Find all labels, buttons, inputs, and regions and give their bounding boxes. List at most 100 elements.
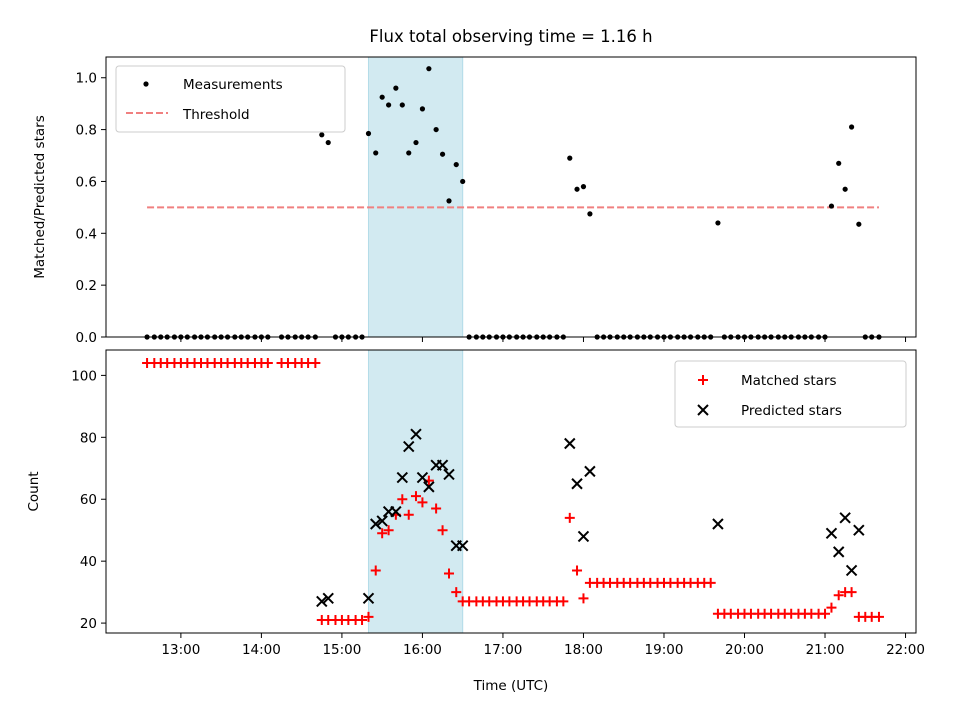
y-tick-label: 40 — [80, 554, 97, 570]
predicted-star-marker — [396, 471, 409, 484]
predicted-star-marker — [370, 518, 382, 530]
x-tick-label: 15:00 — [322, 642, 361, 658]
legend-measurement-marker — [143, 81, 149, 87]
ratio-panel: 0.0 0.2 0.4 0.6 0.8 1.0 Matched/Predicted star… — [32, 56, 917, 346]
x-tick-label: 17:00 — [483, 642, 522, 658]
y-tick-label: 0.2 — [76, 278, 97, 294]
matched-star-marker — [846, 587, 857, 598]
matched-star-marker — [578, 593, 589, 604]
predicted-star-marker — [403, 440, 415, 453]
x-tick-label: 13:00 — [161, 642, 200, 658]
axes-frame — [105, 349, 917, 634]
matched-star-marker — [826, 602, 837, 613]
matched-star-marker — [444, 568, 455, 579]
measurement-point — [828, 203, 835, 209]
y-tick-label: 0.4 — [76, 226, 97, 242]
measurement-point — [373, 150, 379, 156]
matched-star-marker — [417, 497, 428, 508]
x-tick-label: 16:00 — [403, 642, 442, 658]
matched-star-marker — [820, 608, 831, 619]
legend-box — [674, 360, 907, 428]
matched-star-marker — [451, 587, 462, 598]
predicted-star-marker — [571, 478, 583, 490]
measurement-point — [393, 85, 399, 91]
predicted-star-marker — [410, 428, 422, 440]
predicted-star-marker — [712, 518, 724, 530]
chart-title: Flux total observing time = 1.16 h — [369, 27, 652, 46]
legend-label: Predicted stars — [741, 403, 842, 419]
x-tick-label: 14:00 — [242, 642, 281, 658]
legend-label: Measurements — [183, 77, 283, 93]
x-tick-label: 18:00 — [564, 642, 603, 658]
legend: Measurements Threshold — [115, 65, 346, 133]
y-tick-label: 20 — [80, 616, 97, 632]
measurement-point — [842, 186, 848, 192]
axes-frame — [105, 56, 917, 338]
legend-label: Threshold — [182, 107, 250, 123]
predicted-star-marker — [584, 465, 596, 478]
measurement-point — [567, 155, 573, 161]
y-axis-label: Matched/Predicted stars — [32, 115, 48, 278]
measurement-point — [379, 94, 385, 100]
predicted-star-marker — [362, 592, 375, 605]
measurement-point — [433, 126, 439, 133]
y-axis-label: Count — [26, 471, 42, 511]
measurement-point — [419, 106, 426, 112]
predicted-star-marker — [443, 468, 455, 481]
matched-star-marker — [383, 525, 394, 536]
predicted-star-marker — [322, 592, 334, 605]
y-tick-label: 1.0 — [76, 71, 97, 87]
y-tick-label: 80 — [80, 430, 97, 446]
measurement-point — [715, 220, 721, 226]
matched-star-marker — [437, 525, 448, 536]
measurement-point — [319, 132, 325, 138]
y-tick-label: 0.6 — [76, 174, 97, 190]
count-panel: 20 40 60 80 100 13:00 14:00 15:00 16:00 17:00 18:0… — [26, 349, 925, 694]
matched-star-marker — [833, 590, 844, 601]
y-tick-label: 60 — [80, 492, 97, 508]
predicted-star-marker — [416, 471, 429, 484]
predicted-star-marker — [390, 505, 402, 518]
measurement-point — [460, 178, 466, 185]
matched-star-marker — [410, 491, 421, 502]
observing-span — [367, 56, 464, 338]
measurement-point — [453, 161, 459, 168]
matched-star-marker — [357, 614, 368, 625]
matched-star-marker — [873, 611, 884, 622]
legend: Matched stars Predicted stars — [674, 360, 907, 428]
x-tick-label: 22:00 — [886, 642, 925, 658]
measurement-point — [446, 198, 452, 204]
measurement-point — [856, 221, 862, 227]
matched-star-marker — [377, 528, 388, 539]
predicted-star-marker — [839, 512, 851, 524]
measurement-point — [836, 160, 842, 166]
matched-star-marker — [564, 512, 575, 523]
predicted-star-marker — [832, 546, 845, 558]
y-tick-label: 100 — [71, 368, 97, 384]
measurement-point — [365, 130, 372, 137]
x-axis-label: Time (UTC) — [473, 678, 549, 694]
x-tick-label: 21:00 — [806, 642, 845, 658]
measurement-point — [325, 139, 331, 146]
measurement-point — [580, 184, 587, 190]
y-tick-label: 0.8 — [76, 123, 97, 139]
x-tick-label: 19:00 — [645, 642, 684, 658]
y-tick-label: 0.0 — [76, 330, 97, 346]
legend-predicted-marker — [697, 404, 709, 416]
matched-star-marker — [363, 611, 374, 622]
matched-star-marker — [310, 358, 321, 369]
measurement-point — [406, 150, 412, 156]
matched-star-marker — [262, 358, 273, 369]
measurement-point — [848, 124, 855, 130]
matched-star-marker — [572, 565, 583, 576]
predicted-star-marker — [376, 515, 388, 527]
predicted-star-marker — [845, 564, 858, 577]
legend-box — [115, 65, 346, 133]
predicted-star-marker — [564, 437, 576, 450]
matched-star-marker — [403, 509, 414, 520]
measurement-point — [426, 66, 432, 72]
measurement-point — [587, 211, 593, 217]
measurement-point — [386, 102, 392, 108]
predicted-star-marker — [577, 530, 590, 543]
